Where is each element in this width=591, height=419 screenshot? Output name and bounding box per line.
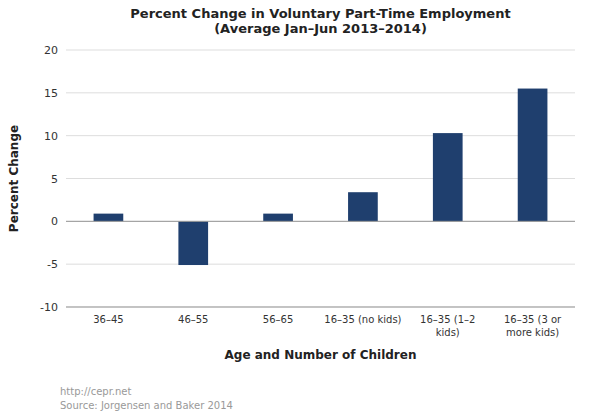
bar xyxy=(263,214,293,222)
grid-line xyxy=(66,92,575,93)
bar xyxy=(94,214,124,222)
bar xyxy=(348,192,378,221)
x-axis-label: Age and Number of Children xyxy=(225,348,417,362)
title: Percent Change in Voluntary Part-Time Em… xyxy=(130,6,510,36)
grid xyxy=(66,50,575,307)
x-tick-label: 46–55 xyxy=(178,314,208,325)
grid-line xyxy=(66,135,575,136)
y-tick-label: 10 xyxy=(44,130,58,143)
x-tick-label: 16–35 (no kids) xyxy=(324,314,401,325)
y-tick-label: -10 xyxy=(40,301,58,314)
y-tick-label: 0 xyxy=(51,215,58,228)
grid-line xyxy=(66,264,575,265)
grid-line xyxy=(66,50,575,51)
x-tick-label: 36–45 xyxy=(93,314,123,325)
bar xyxy=(433,133,463,221)
bar xyxy=(518,89,548,222)
x-tick-label: 16–35 (3 ormore kids) xyxy=(504,314,562,338)
y-tick-label: -5 xyxy=(47,258,58,271)
bar xyxy=(178,221,208,265)
grid-line xyxy=(66,178,575,179)
chart-container: -10 -5 0 5 10 15 20 36–45 46–55 56–65 16–35 (no ki… xyxy=(0,0,591,419)
zero-line xyxy=(66,221,575,222)
y-tick-label: 15 xyxy=(44,87,58,100)
bars xyxy=(94,89,548,265)
footnote: http://cepr.netSource: Jorgensen and Bak… xyxy=(60,386,233,411)
y-axis-label: Percent Change xyxy=(7,125,21,232)
y-tick-label: 20 xyxy=(44,44,58,57)
grid-line xyxy=(66,307,575,308)
grid-line xyxy=(66,221,575,222)
chart: -10 -5 0 5 10 15 20 36–45 46–55 56–65 16–35 (no ki… xyxy=(0,0,591,419)
x-axis-line xyxy=(66,307,575,308)
x-tick-label: 56–65 xyxy=(263,314,293,325)
x-tick-label: 16–35 (1–2kids) xyxy=(420,314,475,338)
y-tick-label: 5 xyxy=(51,173,58,186)
